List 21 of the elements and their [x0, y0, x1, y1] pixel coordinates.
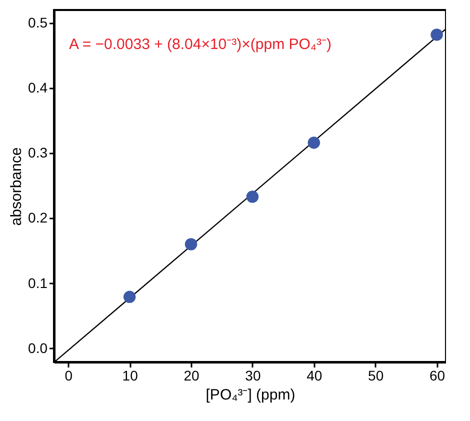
point [184, 238, 198, 250]
point [430, 28, 443, 41]
y-tick-label: 0.5 [28, 14, 48, 31]
y-tick-label: 0.4 [28, 80, 48, 96]
point [246, 190, 259, 203]
x-tick-label: 50 [368, 368, 384, 384]
y-axis-title: absorbance [8, 147, 26, 226]
point [123, 290, 136, 304]
x-tick-label: 20 [184, 368, 200, 384]
y-tick-label: 0.3 [28, 144, 48, 161]
x-tick-label: 60 [429, 368, 446, 384]
y-tick-label: 0.0 [28, 340, 48, 356]
x-tick-label: 0 [64, 368, 73, 384]
y-tick-label: 0.2 [28, 210, 48, 226]
x-tick-label: 10 [122, 368, 138, 384]
point [308, 136, 320, 149]
x-axis-title: [PO₄³⁻] (ppm) [206, 386, 296, 404]
y-tick-label: 0.1 [28, 274, 48, 291]
x-tick-label: 30 [245, 368, 261, 384]
x-tick-label: 40 [306, 368, 322, 384]
annotation: A = −0.0033 + (8.04×10⁻³)×(ppm PO₄³⁻) [69, 36, 332, 53]
